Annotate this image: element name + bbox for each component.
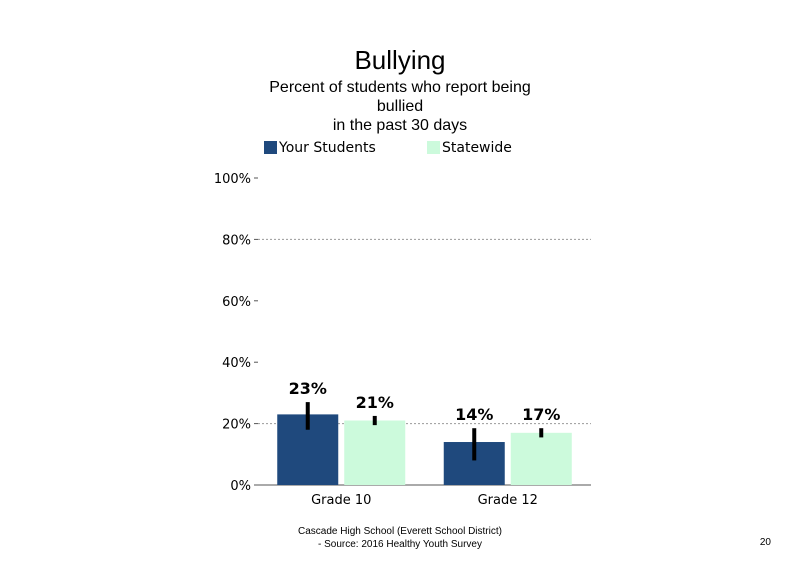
subtitle-line-3: in the past 30 days	[332, 117, 468, 134]
footer-source: Cascade High School (Everett School Dist…	[250, 525, 550, 551]
data-label-statewide-grade-12: 17%	[522, 405, 560, 424]
legend-label-statewide: Statewide	[442, 140, 512, 156]
x-tick-label-grade-12: Grade 12	[478, 493, 538, 508]
y-tick-label-80: 80%	[222, 233, 251, 248]
y-tick-label-100: 100%	[214, 172, 251, 187]
footer-line-1: Cascade High School (Everett School Dist…	[298, 526, 502, 537]
legend-swatch-statewide	[427, 141, 440, 154]
y-tick-label-60: 60%	[222, 295, 251, 310]
data-label-your-students-grade-12: 14%	[455, 405, 493, 424]
page-number: 20	[759, 537, 771, 548]
bar-statewide-grade-10	[344, 420, 406, 485]
chart-subtitle: Percent of students who report being bul…	[250, 78, 550, 135]
y-tick-label-0: 0%	[230, 479, 251, 494]
chart-title: Bullying	[354, 45, 446, 75]
x-tick-label-grade-10: Grade 10	[311, 493, 371, 508]
y-tick-label-20: 20%	[222, 418, 251, 433]
data-label-statewide-grade-10: 21%	[356, 393, 394, 412]
footer-line-2: - Source: 2016 Healthy Youth Survey	[318, 539, 482, 550]
legend-swatch-your-students	[264, 141, 277, 154]
legend-label-your-students: Your Students	[279, 140, 376, 156]
subtitle-line-1: Percent of students who report being	[269, 79, 531, 96]
data-label-your-students-grade-10: 23%	[289, 379, 327, 398]
subtitle-line-2: bullied	[376, 98, 424, 115]
y-tick-label-40: 40%	[222, 356, 251, 371]
bar-statewide-grade-12	[510, 432, 572, 485]
